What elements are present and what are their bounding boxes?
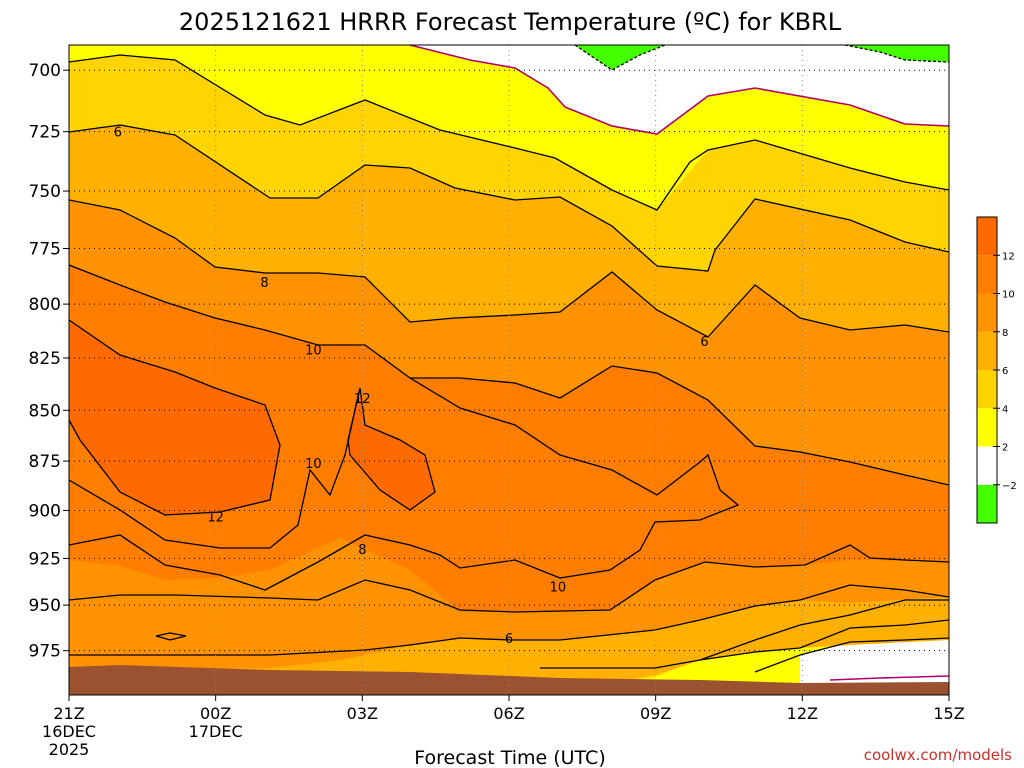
contour-line [347, 387, 436, 511]
contour-label: 12 [354, 392, 371, 407]
contour-line [155, 632, 187, 641]
band-white-lower [800, 638, 949, 695]
colorbar-segment [977, 293, 997, 332]
x-tick-label: 12Z [787, 704, 818, 723]
y-tick-label: 775 [29, 239, 61, 259]
band-orange-3-core [348, 388, 435, 510]
band-orange-2 [69, 265, 949, 612]
contour-label: 6 [700, 335, 708, 350]
band-green-top [575, 45, 665, 70]
contour-label: 10 [550, 581, 567, 596]
contour-line [69, 199, 949, 338]
x-tick-label: 15Z [933, 704, 964, 723]
colorbar-label: 8 [1002, 328, 1008, 339]
colorbar-segment [977, 217, 997, 256]
x-tick-label: 06Z [493, 704, 524, 723]
x-tick-date: 17DEC [189, 722, 243, 741]
contour-lines [69, 45, 949, 673]
contour-line [69, 584, 949, 656]
colorbar-label: 4 [1002, 404, 1008, 415]
y-tick-label: 950 [29, 596, 61, 616]
band-green-right [845, 45, 949, 62]
colorbar: −2 2 4 6 8 10 12 [976, 216, 1017, 524]
y-tick-label: 750 [29, 182, 61, 202]
contour-label: 12 [207, 510, 224, 525]
contour-line [540, 619, 949, 669]
grid-lines [69, 45, 949, 695]
y-tick-label: 725 [29, 123, 61, 143]
colorbar-label: 6 [1002, 366, 1008, 377]
freezing-lines [409, 45, 949, 681]
y-tick-label: 850 [29, 401, 61, 421]
contour-label: 6 [505, 632, 513, 647]
x-tick-year: 2025 [49, 740, 90, 759]
contour-line [69, 264, 949, 486]
freezing-line [409, 45, 949, 135]
y-tick-label: 825 [29, 349, 61, 369]
contour-line [69, 387, 361, 549]
x-tick-label: 21Z [53, 704, 84, 723]
contour-line [69, 534, 561, 591]
contour-label: 10 [305, 457, 322, 472]
colorbar-segment [977, 255, 997, 294]
colorbar-label: 12 [1002, 251, 1015, 262]
contour-line [754, 637, 949, 673]
contour-label: 8 [358, 543, 366, 558]
contour-label: 8 [260, 276, 268, 291]
contour-line-dashed [574, 45, 666, 71]
colorbar-label: −2 [1002, 481, 1017, 492]
colorbar-label: 2 [1002, 443, 1008, 454]
contour-line [69, 544, 949, 613]
contour-label: 10 [305, 344, 322, 359]
contour-line [69, 124, 949, 272]
y-tick-label: 900 [29, 501, 61, 521]
colorbar-label: 10 [1002, 290, 1015, 301]
contour-labels: 6 8 10 12 10 12 8 10 6 6 [114, 126, 709, 647]
colorbar-segment [977, 408, 997, 447]
contour-line [699, 599, 949, 661]
x-tick-date: 16DEC [42, 722, 96, 741]
x-tick-label: 00Z [200, 704, 231, 723]
colorbar-segment [977, 484, 997, 523]
y-axis: 700 725 750 775 800 825 850 875 900 925 950 975 [29, 61, 69, 662]
chart-title: 2025121621 HRRR Forecast Temperature (ºC… [179, 8, 842, 36]
y-tick-label: 800 [29, 295, 61, 315]
x-axis-label: Forecast Time (UTC) [414, 747, 605, 768]
band-orange-3 [69, 320, 280, 515]
freezing-line [829, 675, 949, 681]
colorbar-segment [977, 370, 997, 409]
y-tick-label: 700 [29, 61, 61, 81]
colorbar-segment [977, 446, 997, 485]
band-white-freezing [410, 45, 949, 134]
x-tick-label: 09Z [640, 704, 671, 723]
contour-line [409, 377, 740, 579]
x-tick-label: 03Z [347, 704, 378, 723]
plot-area: 6 8 10 12 10 12 8 10 6 6 [68, 44, 950, 696]
y-tick-label: 925 [29, 549, 61, 569]
contour-line-dashed [844, 45, 949, 63]
y-tick-label: 975 [29, 642, 61, 662]
contour-line [69, 319, 281, 516]
colorbar-segment [977, 331, 997, 370]
contour-label: 6 [114, 126, 122, 141]
y-tick-label: 875 [29, 452, 61, 472]
contour-line [69, 54, 949, 211]
credit-text: coolwx.com/models [864, 746, 1012, 764]
